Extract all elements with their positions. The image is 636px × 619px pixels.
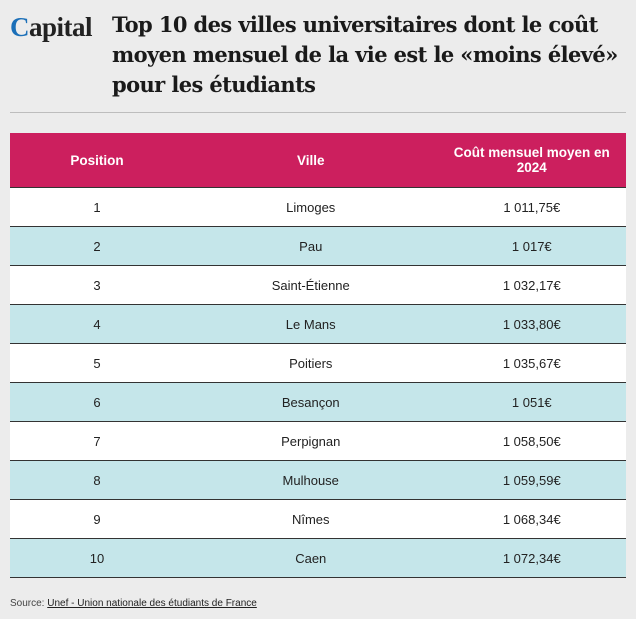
table-row: 8 Mulhouse 1 059,59€ (10, 460, 626, 500)
table-cell: Pau (183, 226, 438, 266)
table-cell: Le Mans (183, 304, 438, 344)
source-label: Source: (10, 598, 45, 609)
table-cell: Poitiers (183, 343, 438, 383)
source: Source: Unef - Union nationale des étudi… (10, 598, 257, 609)
table-cell: 1 032,17€ (437, 265, 626, 305)
table-row: 7 Perpignan 1 058,50€ (10, 421, 626, 461)
column-header: Coût mensuel moyen en 2024 (437, 133, 626, 188)
table: Position Ville Coût mensuel moyen en 202… (10, 133, 626, 578)
table-row: 1 Limoges 1 011,75€ (10, 187, 626, 227)
table-cell: 1 051€ (437, 382, 626, 422)
table-row: 3 Saint-Étienne 1 032,17€ (10, 265, 626, 305)
table-cell: 5 (10, 343, 184, 383)
table-row: 10 Caen 1 072,34€ (10, 538, 626, 578)
logo: Capital (10, 12, 93, 42)
table-cell: Besançon (183, 382, 438, 422)
source-link[interactable]: Unef - Union nationale des étudiants de … (47, 598, 257, 609)
header-row: Position Ville Coût mensuel moyen en 202… (10, 133, 626, 188)
table-cell: 2 (10, 226, 184, 266)
table-cell: 1 011,75€ (437, 187, 626, 227)
table-cell: 1 059,59€ (437, 460, 626, 500)
table-row: 2 Pau 1 017€ (10, 226, 626, 266)
table-cell: 7 (10, 421, 184, 461)
table-cell: 1 058,50€ (437, 421, 626, 461)
table-cell: 4 (10, 304, 184, 344)
table-cell: 8 (10, 460, 184, 500)
column-header: Ville (183, 133, 438, 188)
table-row: 4 Le Mans 1 033,80€ (10, 304, 626, 344)
table-cell: Nîmes (183, 499, 438, 539)
divider (10, 112, 626, 113)
title: Top 10 des villes universitaires dont le… (112, 12, 618, 97)
table-cell: Limoges (183, 187, 438, 227)
table-cell: Perpignan (183, 421, 438, 461)
table-cell: 6 (10, 382, 184, 422)
table-cell: Mulhouse (183, 460, 438, 500)
table-cell: 1 017€ (437, 226, 626, 266)
table-cell: 1 035,67€ (437, 343, 626, 383)
table-cell: 3 (10, 265, 184, 305)
table-row: 5 Poitiers 1 035,67€ (10, 343, 626, 383)
column-header: Position (10, 133, 184, 188)
table-row: 9 Nîmes 1 068,34€ (10, 499, 626, 539)
table-cell: 1 033,80€ (437, 304, 626, 344)
table-cell: 9 (10, 499, 184, 539)
table-cell: Saint-Étienne (183, 265, 438, 305)
table-cell: 10 (10, 538, 184, 578)
table-cell: 1 (10, 187, 184, 227)
table-row: 6 Besançon 1 051€ (10, 382, 626, 422)
table-cell: 1 072,34€ (437, 538, 626, 578)
table-cell: Caen (183, 538, 438, 578)
table-cell: 1 068,34€ (437, 499, 626, 539)
